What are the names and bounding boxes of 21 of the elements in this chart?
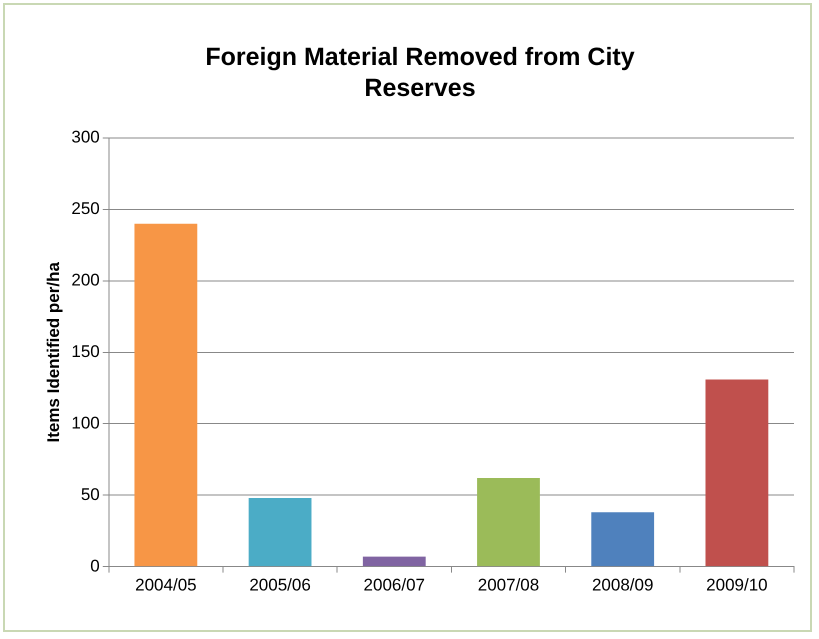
- y-tick-label: 150: [71, 342, 100, 361]
- y-tick-label: 200: [71, 270, 100, 290]
- bar: [362, 556, 426, 566]
- y-tick-label: 100: [71, 413, 100, 432]
- y-axis-title: Items Identified per/ha: [44, 262, 63, 443]
- chart-title: Foreign Material Removed from City Reserves: [204, 42, 636, 104]
- bar: [591, 512, 654, 566]
- bar: [248, 498, 312, 566]
- x-tick-label: 2008/09: [592, 575, 654, 594]
- bar: [477, 478, 540, 566]
- x-tick-label: 2007/08: [478, 575, 540, 594]
- y-tick-label: 0: [90, 556, 100, 576]
- x-tick-label: 2005/06: [249, 575, 311, 594]
- y-tick-label: 300: [71, 128, 100, 147]
- x-tick-label: 2009/10: [706, 575, 768, 594]
- y-tick-label: 50: [80, 484, 100, 504]
- bar: [705, 379, 768, 566]
- x-tick-label: 2004/05: [135, 575, 197, 594]
- x-tick-label: 2006/07: [364, 575, 426, 594]
- y-tick-label: 250: [71, 199, 100, 218]
- bar: [134, 224, 198, 566]
